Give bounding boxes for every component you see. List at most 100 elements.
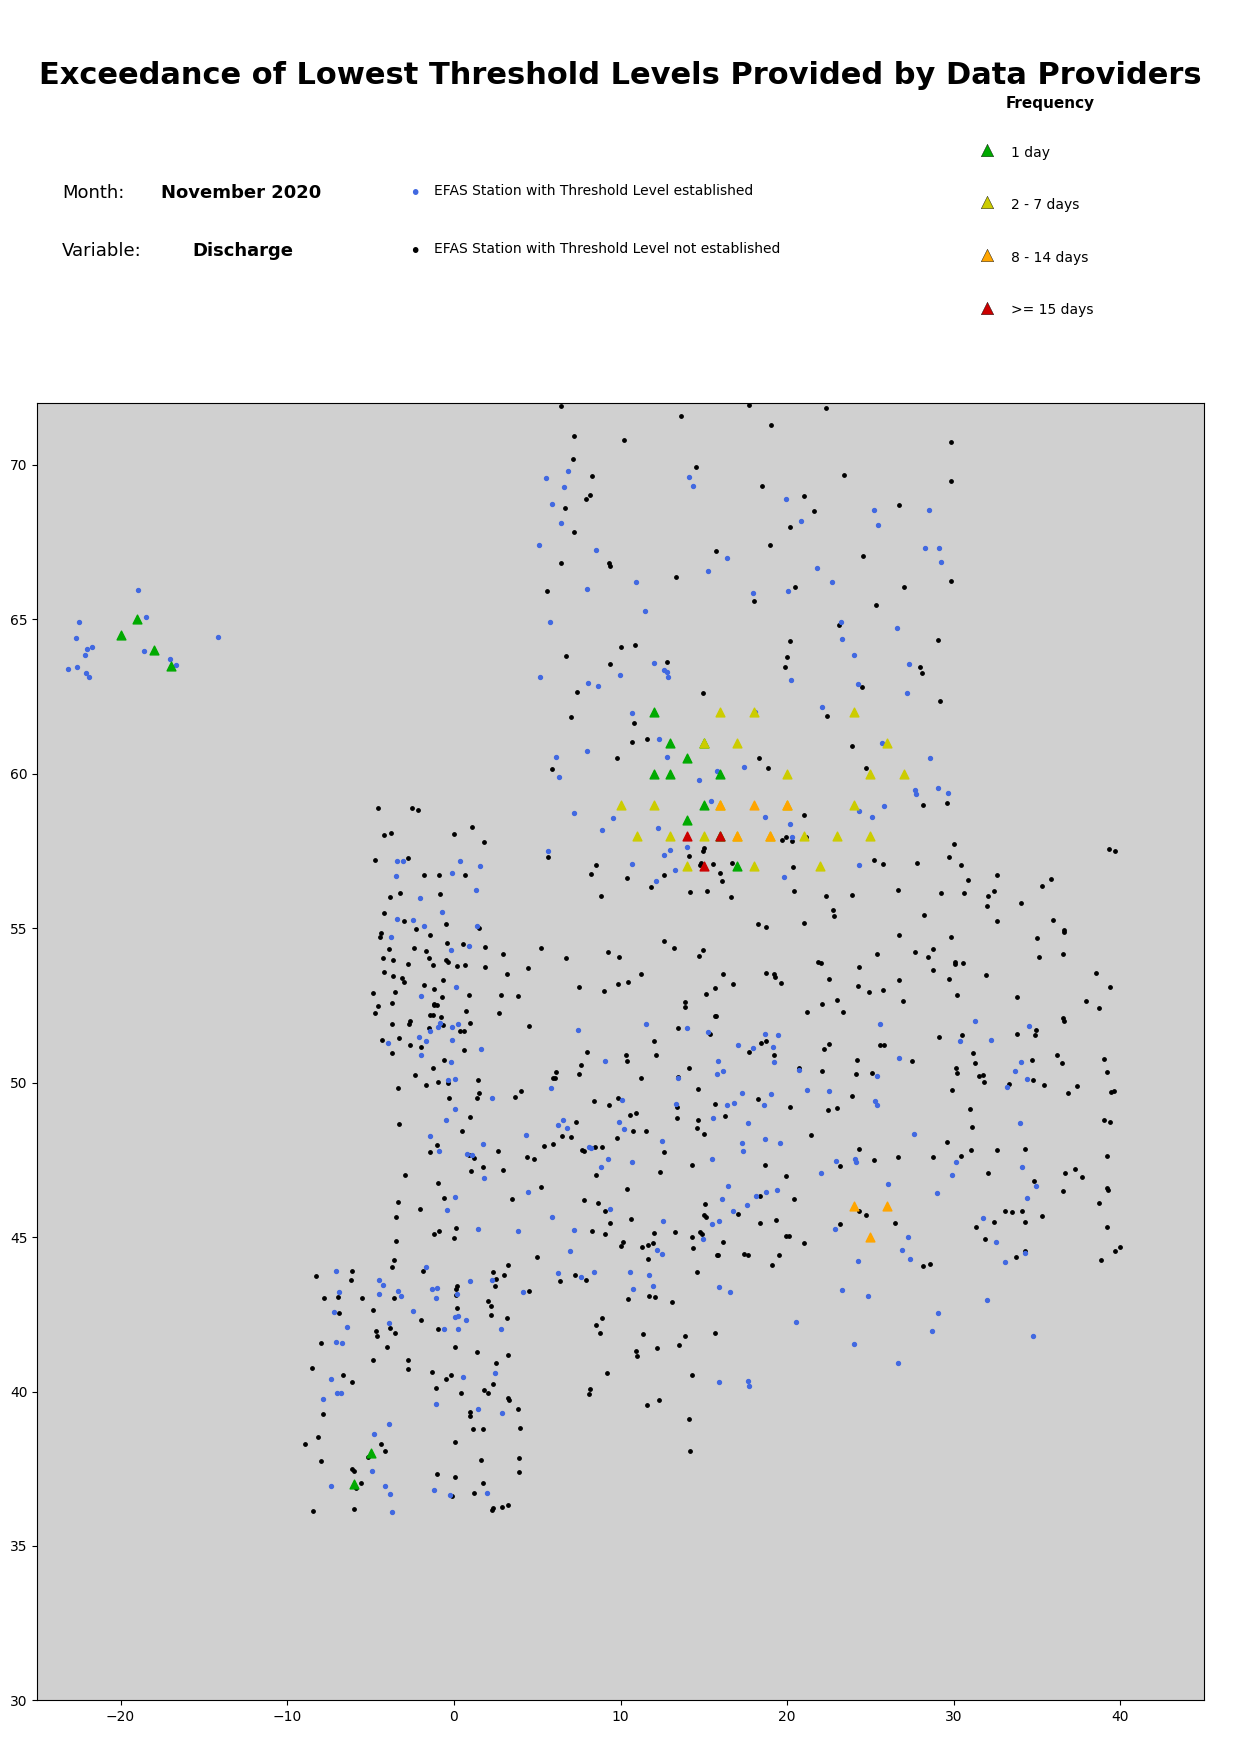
Point bbox=[906, 938, 926, 966]
Point bbox=[782, 822, 802, 850]
Point bbox=[575, 1138, 594, 1166]
Point bbox=[987, 908, 1006, 936]
Point bbox=[295, 1430, 315, 1458]
Point bbox=[603, 805, 623, 833]
Point bbox=[592, 815, 612, 843]
Text: •: • bbox=[410, 184, 421, 203]
Point bbox=[437, 929, 457, 957]
Point bbox=[581, 859, 601, 887]
Point bbox=[764, 1041, 784, 1069]
Point bbox=[740, 1373, 759, 1401]
Point bbox=[391, 880, 411, 908]
Point bbox=[510, 1458, 530, 1487]
Point bbox=[707, 757, 727, 785]
Text: >= 15 days: >= 15 days bbox=[1011, 303, 1093, 317]
Point bbox=[432, 898, 452, 926]
Point bbox=[558, 456, 578, 484]
Point bbox=[82, 633, 102, 661]
Point bbox=[774, 862, 794, 891]
Point bbox=[612, 1087, 632, 1115]
Point bbox=[565, 799, 585, 827]
Point bbox=[598, 1145, 618, 1173]
Point bbox=[1097, 1213, 1117, 1241]
Point bbox=[900, 650, 920, 678]
Point bbox=[443, 1013, 463, 1041]
Point bbox=[627, 1338, 647, 1366]
Point bbox=[438, 1069, 458, 1097]
Point bbox=[308, 1423, 328, 1451]
Point bbox=[894, 759, 913, 787]
Point bbox=[961, 1136, 980, 1164]
Point bbox=[1024, 1167, 1044, 1196]
Point bbox=[694, 834, 714, 862]
Point bbox=[454, 952, 474, 980]
Point bbox=[1067, 1071, 1087, 1099]
Point bbox=[374, 959, 393, 987]
Point bbox=[519, 1011, 539, 1040]
Point bbox=[1100, 834, 1119, 862]
Point bbox=[509, 1444, 529, 1473]
Point bbox=[326, 1257, 346, 1285]
Point bbox=[962, 1113, 982, 1141]
Point bbox=[581, 480, 601, 508]
Point bbox=[967, 1213, 987, 1241]
Text: Variable:: Variable: bbox=[62, 242, 141, 259]
Point bbox=[555, 473, 575, 501]
Point bbox=[751, 1029, 771, 1057]
Point bbox=[930, 535, 949, 563]
Point bbox=[942, 566, 962, 594]
Point bbox=[872, 729, 892, 757]
Point bbox=[380, 1409, 400, 1437]
Point bbox=[697, 1018, 717, 1047]
Point bbox=[428, 1068, 448, 1096]
Point bbox=[627, 1099, 647, 1127]
Point bbox=[313, 1385, 333, 1413]
Point bbox=[463, 813, 483, 841]
Point bbox=[128, 577, 148, 605]
Point bbox=[330, 1278, 350, 1306]
Point bbox=[1001, 1197, 1021, 1225]
Point bbox=[774, 654, 794, 682]
Point bbox=[795, 822, 815, 850]
Point bbox=[417, 1071, 437, 1099]
Point bbox=[853, 673, 872, 701]
Point bbox=[652, 1239, 671, 1267]
Point bbox=[889, 966, 908, 994]
Point bbox=[321, 1366, 341, 1394]
Point bbox=[1111, 1232, 1131, 1260]
Point bbox=[491, 1315, 511, 1343]
Point bbox=[849, 798, 869, 826]
Point bbox=[946, 1054, 965, 1082]
Point bbox=[331, 1380, 351, 1408]
Point bbox=[499, 1383, 519, 1411]
Point bbox=[572, 1264, 592, 1292]
Point bbox=[444, 820, 464, 848]
Point bbox=[750, 1210, 769, 1238]
Point bbox=[964, 1006, 984, 1034]
Point bbox=[454, 1017, 474, 1045]
Point bbox=[877, 1192, 897, 1220]
Point bbox=[398, 1346, 418, 1374]
Point bbox=[694, 791, 714, 819]
Point bbox=[66, 624, 86, 652]
Point bbox=[398, 950, 418, 978]
Point bbox=[423, 1054, 443, 1082]
Point bbox=[387, 847, 407, 875]
Point bbox=[951, 1141, 970, 1169]
Point bbox=[911, 654, 931, 682]
Point bbox=[618, 968, 638, 996]
Point bbox=[702, 1210, 722, 1238]
Point bbox=[794, 801, 814, 829]
Point bbox=[494, 940, 514, 968]
Point bbox=[712, 1057, 732, 1085]
Point bbox=[984, 1208, 1004, 1236]
Point bbox=[954, 878, 974, 906]
Point bbox=[660, 759, 680, 787]
Point bbox=[577, 1038, 597, 1066]
Point bbox=[735, 1239, 755, 1267]
Point bbox=[438, 1066, 458, 1094]
Point bbox=[379, 934, 398, 962]
Point bbox=[797, 1076, 817, 1104]
Point bbox=[998, 1073, 1018, 1101]
Point bbox=[689, 766, 709, 794]
